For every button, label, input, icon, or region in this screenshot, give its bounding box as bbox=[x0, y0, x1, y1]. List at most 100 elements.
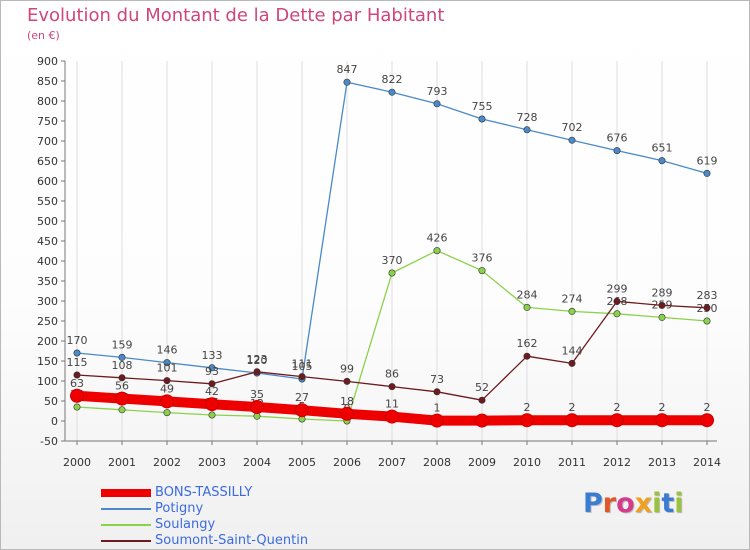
data-point bbox=[568, 136, 576, 144]
data-label: 105 bbox=[292, 360, 313, 373]
data-label: 18 bbox=[340, 395, 354, 408]
x-tick-label: 2001 bbox=[108, 456, 136, 469]
data-point bbox=[658, 157, 666, 165]
x-tick-label: 2009 bbox=[468, 456, 496, 469]
data-label: 1 bbox=[434, 402, 441, 415]
data-point bbox=[478, 267, 486, 275]
data-label: 370 bbox=[382, 254, 403, 267]
data-point bbox=[388, 88, 396, 96]
data-point bbox=[250, 400, 264, 414]
y-tick-label: 550 bbox=[37, 195, 58, 208]
data-point bbox=[208, 364, 216, 372]
data-label: 108 bbox=[112, 359, 133, 372]
legend-item-potigny: Potigny bbox=[101, 501, 308, 517]
data-label: 93 bbox=[205, 365, 219, 378]
data-label: 274 bbox=[562, 292, 583, 305]
data-point bbox=[343, 78, 351, 86]
data-point bbox=[613, 147, 621, 155]
unit-label: (en €) bbox=[27, 29, 60, 42]
data-point bbox=[73, 371, 81, 379]
data-point bbox=[655, 413, 669, 428]
data-point bbox=[73, 349, 81, 357]
data-point bbox=[478, 115, 486, 123]
chart-title: Evolution du Montant de la Dette par Hab… bbox=[27, 5, 445, 26]
y-tick-label: 150 bbox=[37, 355, 58, 368]
data-point bbox=[520, 413, 534, 428]
logo-letter: t bbox=[661, 488, 675, 519]
data-point bbox=[160, 394, 174, 409]
data-point bbox=[298, 373, 306, 381]
data-label: 2 bbox=[704, 401, 711, 414]
data-label: 49 bbox=[160, 382, 174, 395]
data-point bbox=[208, 380, 216, 388]
data-point bbox=[433, 388, 441, 396]
data-label: 11 bbox=[385, 398, 399, 411]
data-label: 728 bbox=[517, 111, 538, 124]
data-label: 27 bbox=[295, 391, 309, 404]
x-tick-label: 2013 bbox=[648, 456, 676, 469]
y-tick-label: 500 bbox=[37, 215, 58, 228]
data-point bbox=[385, 409, 399, 424]
data-point bbox=[568, 359, 576, 367]
y-tick-label: 450 bbox=[37, 235, 58, 248]
data-point bbox=[658, 313, 666, 321]
data-label: 99 bbox=[340, 362, 354, 375]
data-point bbox=[475, 413, 489, 428]
data-point bbox=[613, 297, 621, 305]
logo-letter: o bbox=[616, 488, 635, 519]
x-tick-label: 2014 bbox=[693, 456, 721, 469]
data-point bbox=[478, 396, 486, 404]
y-tick-label: 650 bbox=[37, 155, 58, 168]
y-tick-label: 400 bbox=[37, 255, 58, 268]
data-point bbox=[340, 406, 354, 421]
logo-letter: i bbox=[674, 488, 684, 519]
data-point bbox=[73, 403, 81, 411]
y-tick-label: 750 bbox=[37, 115, 58, 128]
data-label: 822 bbox=[382, 73, 403, 86]
legend-item-soulangy: Soulangy bbox=[101, 517, 308, 533]
legend-item-soumont-saint-quentin: Soumont-Saint-Quentin bbox=[101, 533, 308, 549]
data-label: 702 bbox=[562, 121, 583, 134]
data-point bbox=[700, 413, 714, 428]
data-point bbox=[703, 317, 711, 325]
data-point bbox=[388, 269, 396, 277]
legend-label: Potigny bbox=[155, 501, 204, 516]
x-tick-label: 2011 bbox=[558, 456, 586, 469]
data-label: 73 bbox=[430, 373, 444, 386]
data-label: 651 bbox=[652, 142, 673, 155]
data-label: 755 bbox=[472, 100, 493, 113]
y-tick-label: 700 bbox=[37, 135, 58, 148]
y-tick-label: 350 bbox=[37, 275, 58, 288]
x-tick-label: 2000 bbox=[63, 456, 91, 469]
data-label: 63 bbox=[70, 377, 84, 390]
data-point bbox=[523, 126, 531, 134]
data-point bbox=[523, 303, 531, 311]
legend-swatch bbox=[101, 540, 151, 542]
data-label: 426 bbox=[427, 232, 448, 245]
data-label: 2 bbox=[659, 401, 666, 414]
y-tick-label: 850 bbox=[37, 75, 58, 88]
y-tick-label: 900 bbox=[37, 55, 58, 68]
data-label: 793 bbox=[427, 85, 448, 98]
logo-letter: r bbox=[602, 488, 617, 519]
data-label: 115 bbox=[67, 356, 88, 369]
legend-item-bons-tassilly: BONS-TASSILLY bbox=[101, 485, 308, 501]
data-point bbox=[568, 307, 576, 315]
data-label: 676 bbox=[607, 132, 628, 145]
data-label: 120 bbox=[247, 354, 268, 367]
y-tick-label: 0 bbox=[51, 415, 58, 428]
data-point bbox=[163, 359, 171, 367]
data-label: 2 bbox=[524, 401, 531, 414]
data-label: 52 bbox=[475, 381, 489, 394]
data-point bbox=[433, 100, 441, 108]
data-label: 162 bbox=[517, 337, 538, 350]
data-label: 144 bbox=[562, 344, 583, 357]
data-label: 619 bbox=[697, 154, 718, 167]
data-point bbox=[295, 403, 309, 418]
y-tick-label: 100 bbox=[37, 375, 58, 388]
data-point bbox=[115, 391, 129, 406]
data-label: 170 bbox=[67, 334, 88, 347]
data-point bbox=[613, 310, 621, 318]
